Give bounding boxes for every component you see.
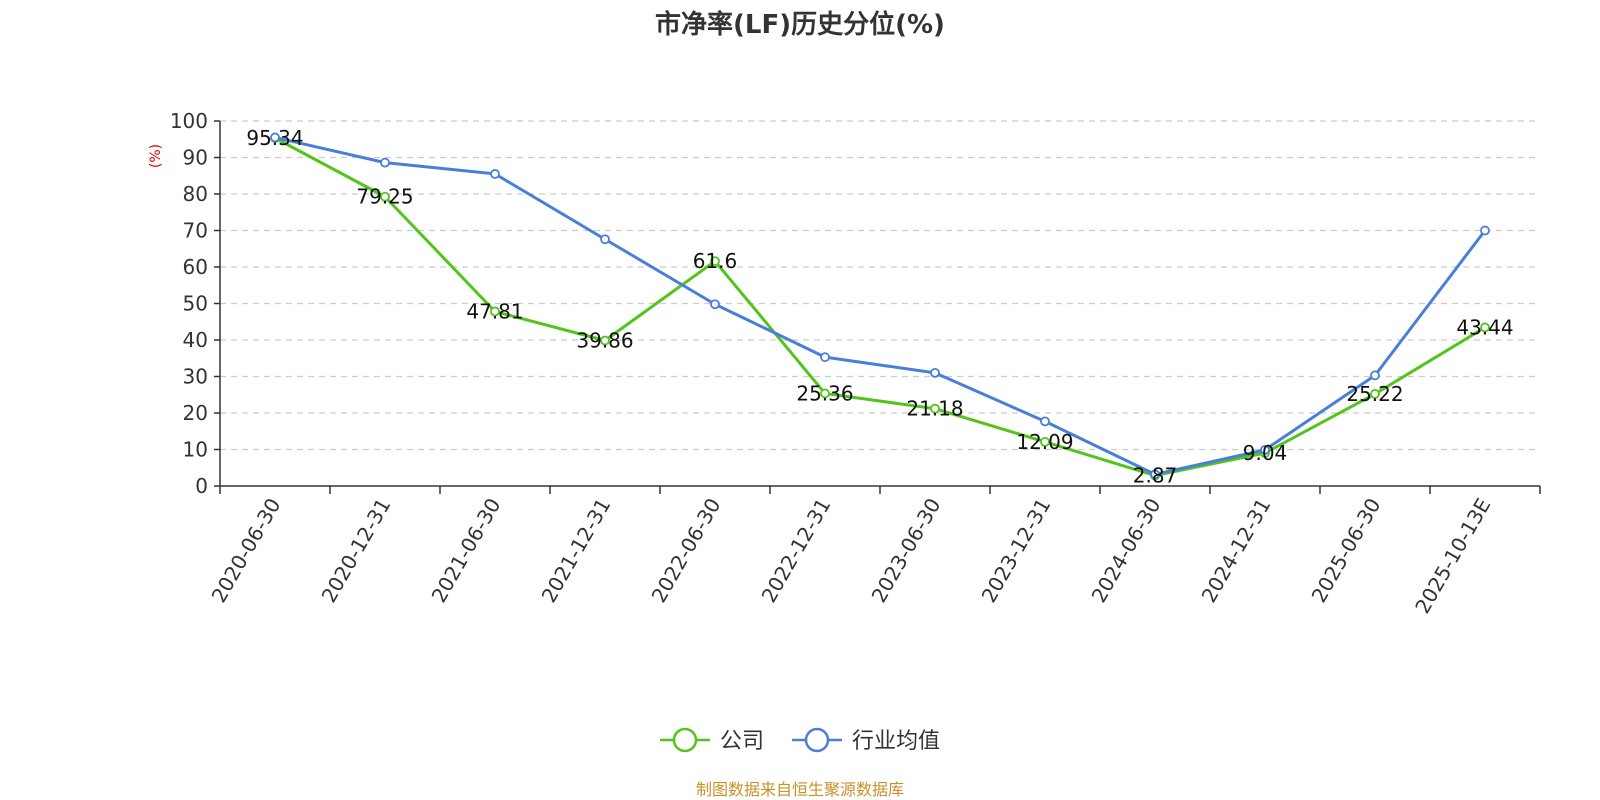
x-tick-label: 2022-06-30: [646, 494, 725, 607]
data-label: 39.86: [576, 329, 633, 353]
data-point[interactable]: [1040, 416, 1050, 427]
data-label: 95.34: [246, 126, 303, 150]
chart-title: 市净率(LF)历史分位(%): [655, 9, 945, 40]
y-tick-label: 40: [183, 328, 208, 352]
x-tick-label: 2022-12-31: [756, 494, 835, 607]
x-tick-label: 2021-06-30: [426, 494, 505, 607]
data-point[interactable]: [1370, 370, 1380, 381]
data-point[interactable]: [1040, 436, 1050, 447]
data-point[interactable]: [1480, 322, 1490, 333]
legend-marker: [804, 727, 830, 753]
x-tick-label: 2020-06-30: [206, 494, 285, 607]
axes: [219, 121, 1541, 494]
data-label: 43.44: [1456, 315, 1513, 339]
y-axis-label: (%): [148, 144, 164, 168]
data-point[interactable]: [600, 234, 610, 245]
y-tick-label: 80: [183, 182, 208, 206]
y-tick-label: 90: [183, 146, 208, 170]
grid-lines: [214, 120, 1540, 487]
data-point[interactable]: [930, 367, 940, 378]
data-point[interactable]: [1480, 225, 1490, 236]
data-point[interactable]: [490, 169, 500, 179]
data-labels: 95.34 79.25 47.81 39.86 61.6 25.36 21.18 12.09 2…: [246, 126, 1513, 488]
y-tick-label: 10: [183, 438, 208, 462]
legend-item-1[interactable]: 行业均值: [792, 727, 940, 754]
y-tick-label: 70: [183, 219, 208, 243]
source-note: 制图数据来自恒生聚源数据库: [696, 780, 904, 799]
data-point[interactable]: [490, 306, 500, 317]
legend-label: 行业均值: [852, 729, 940, 754]
data-point[interactable]: [1260, 444, 1270, 455]
data-point[interactable]: [710, 256, 720, 267]
y-tick-label: 30: [183, 365, 208, 389]
data-point[interactable]: [380, 157, 390, 168]
y-tick-label: 20: [183, 401, 208, 425]
legend[interactable]: 公司 行业均值: [660, 727, 940, 754]
data-label: 9.04: [1243, 441, 1288, 465]
data-label: 61.6: [693, 249, 738, 273]
legend-marker: [672, 727, 698, 753]
data-point[interactable]: [380, 191, 390, 202]
data-point[interactable]: [270, 132, 280, 143]
x-tick-label: 2023-12-31: [976, 494, 1055, 607]
data-point[interactable]: [820, 352, 830, 363]
x-tick-label: 2024-06-30: [1086, 494, 1165, 607]
legend-item-0[interactable]: 公司: [660, 727, 764, 754]
y-tick-labels: 0 10 20 30 40 50 60 70 80 90 100: [170, 109, 208, 498]
data-point[interactable]: [1370, 389, 1380, 399]
y-tick-label: 100: [170, 109, 208, 133]
data-point[interactable]: [1150, 469, 1160, 480]
x-tick-label: 2024-12-31: [1196, 494, 1275, 607]
data-label: 25.22: [1346, 382, 1403, 406]
data-point[interactable]: [710, 299, 720, 310]
legend-label: 公司: [720, 729, 764, 754]
data-label: 12.09: [1016, 430, 1073, 454]
y-tick-label: 0: [195, 474, 208, 498]
y-tick-label: 50: [183, 292, 208, 316]
x-tick-label: 2021-12-31: [536, 494, 615, 607]
y-tick-label: 60: [183, 255, 208, 279]
series-line-1: [274, 135, 1487, 476]
x-tick-label: 2025-06-30: [1306, 494, 1385, 607]
data-point[interactable]: [600, 335, 610, 346]
x-tick-label: 2023-06-30: [866, 494, 945, 607]
data-label: 79.25: [356, 185, 413, 209]
x-tick-label: 2020-12-31: [316, 494, 395, 607]
x-tick-label: 2025-10-13E: [1410, 494, 1495, 618]
series-line-0: [274, 136, 1486, 478]
data-point[interactable]: [820, 388, 830, 399]
data-label: 25.36: [796, 381, 853, 405]
data-label: 47.81: [466, 299, 523, 323]
data-label: 2.87: [1133, 464, 1178, 488]
series-group: [270, 132, 1490, 481]
x-tick-labels: 2020-06-30 2020-12-31 2021-06-30 2021-12-31…: [206, 494, 1495, 618]
data-label: 21.18: [906, 397, 963, 421]
data-point[interactable]: [930, 403, 940, 414]
